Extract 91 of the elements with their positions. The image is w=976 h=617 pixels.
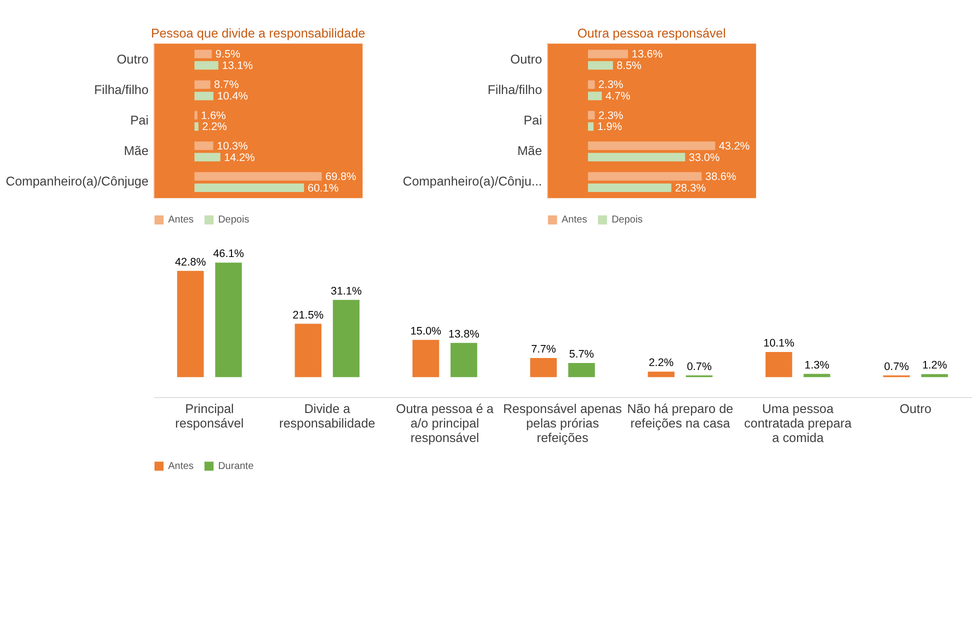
x-tick-label: Outro: [900, 401, 932, 416]
y-tick-label: Filha/filho: [488, 82, 542, 97]
data-label: 13.8%: [448, 328, 480, 340]
x-tick-label: Outra pessoa é a a/o principal responsável: [396, 401, 495, 446]
y-tick-label: Mãe: [124, 143, 149, 158]
bar: [588, 172, 702, 181]
bar: [194, 92, 214, 100]
data-label: 42.8%: [174, 256, 206, 268]
bar: [194, 142, 214, 150]
bar: [588, 110, 595, 120]
bar: [194, 183, 304, 192]
bar: [194, 80, 210, 89]
data-label: 7.7%: [531, 344, 556, 356]
data-label: 8.5%: [616, 60, 642, 72]
bar: [921, 374, 948, 378]
bar: [194, 152, 220, 162]
x-tick-label: Responsável apenas pelas prórias refeições: [503, 401, 622, 446]
bar: [588, 122, 594, 131]
data-label: 31.1%: [330, 285, 362, 298]
bar: [177, 270, 204, 378]
y-tick-label: Mãe: [517, 143, 542, 158]
y-tick-label: Outro: [116, 51, 149, 66]
bar: [588, 61, 613, 70]
bar: [194, 172, 322, 181]
data-label: 28.3%: [674, 182, 706, 194]
y-tick-label: Pai: [130, 112, 149, 128]
data-label: 0.7%: [686, 360, 712, 373]
bar: [412, 340, 440, 378]
legend-label: Antes: [168, 214, 194, 226]
data-label: 4.7%: [605, 90, 631, 103]
data-label: 13.1%: [222, 60, 254, 72]
legend-label: Depois: [218, 214, 250, 226]
x-tick-label: Não há preparo de refeições na casa: [627, 401, 734, 431]
data-label: 0.7%: [884, 360, 910, 373]
bar: [588, 183, 672, 192]
data-label: 2.3%: [598, 110, 624, 122]
data-label: 46.1%: [213, 248, 244, 260]
legend-label: Depois: [612, 214, 643, 226]
y-tick-label: Outro: [510, 51, 542, 66]
data-label: 14.2%: [224, 152, 256, 164]
y-tick-label: Companheiro(a)/Cônjuge: [6, 174, 149, 189]
bar: [194, 50, 212, 58]
data-label: 60.1%: [308, 182, 339, 194]
bar: [588, 80, 595, 89]
legend-label: Antes: [168, 460, 194, 472]
x-tick-label: Principal responsável: [175, 401, 244, 431]
data-label: 10.1%: [763, 338, 795, 350]
x-tick-label: Uma pessoa contratada prepara a comida: [744, 401, 853, 446]
data-label: 43.2%: [718, 140, 750, 152]
y-tick-label: Pai: [524, 112, 542, 128]
bar: [530, 358, 557, 378]
bar: [194, 122, 198, 131]
data-label: 9.5%: [215, 48, 241, 61]
chart-title: Pessoa que divide a responsabilidade: [150, 25, 366, 40]
chart-title: Outra pessoa responsável: [577, 25, 726, 40]
data-label: 38.6%: [705, 171, 736, 184]
data-label: 13.6%: [632, 48, 663, 61]
bar: [450, 342, 478, 378]
bar: [588, 50, 628, 58]
data-label: 10.4%: [217, 90, 248, 103]
bar: [568, 362, 595, 378]
bar: [194, 110, 198, 120]
y-tick-label: Filha/filho: [94, 82, 149, 97]
bar: [588, 142, 716, 150]
data-label: 2.3%: [598, 79, 624, 92]
bar: [194, 61, 218, 70]
data-label: 69.8%: [325, 171, 357, 184]
data-label: 21.5%: [292, 309, 324, 322]
legend-label: Durante: [218, 460, 254, 472]
bar: [588, 92, 602, 100]
data-label: 2.2%: [648, 357, 674, 370]
data-label: 1.9%: [597, 121, 622, 134]
data-label: 5.7%: [569, 348, 594, 361]
bar: [766, 352, 792, 378]
data-label: 33.0%: [688, 152, 720, 164]
data-label: 10.3%: [216, 140, 248, 152]
data-label: 1.6%: [201, 110, 226, 122]
data-label: 1.2%: [922, 360, 948, 372]
bar: [332, 300, 360, 378]
x-tick-label: Divide a responsabilidade: [279, 401, 376, 431]
bar: [804, 374, 830, 378]
bar: [648, 372, 674, 378]
data-label: 15.0%: [410, 325, 442, 338]
data-label: 1.3%: [804, 359, 830, 372]
bar: [588, 152, 686, 162]
data-label: 8.7%: [214, 79, 240, 92]
bar: [294, 324, 322, 378]
bar: [215, 262, 242, 378]
data-label: 2.2%: [202, 121, 228, 134]
y-tick-label: Companheiro(a)/Cônju...: [402, 174, 542, 189]
legend-label: Antes: [562, 214, 588, 226]
